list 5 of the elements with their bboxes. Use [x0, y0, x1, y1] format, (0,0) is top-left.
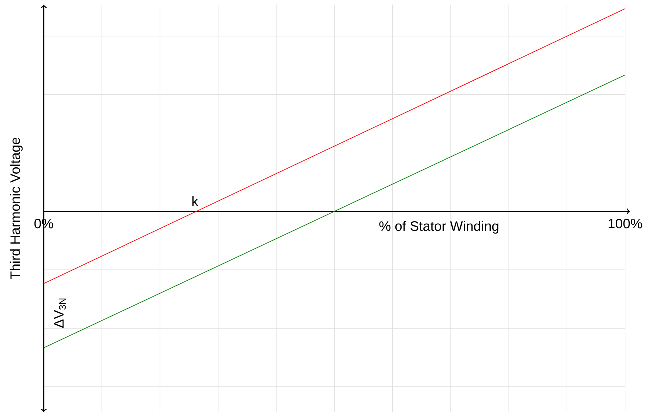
annotation: k	[192, 196, 199, 206]
x-axis-title: % of Stator Winding	[380, 221, 499, 234]
y-axis-title: Third Harmonic Voltage	[10, 138, 23, 280]
annotation: ΔV$_{3N}$	[54, 298, 66, 328]
x-tick-label: 100%	[608, 218, 642, 229]
